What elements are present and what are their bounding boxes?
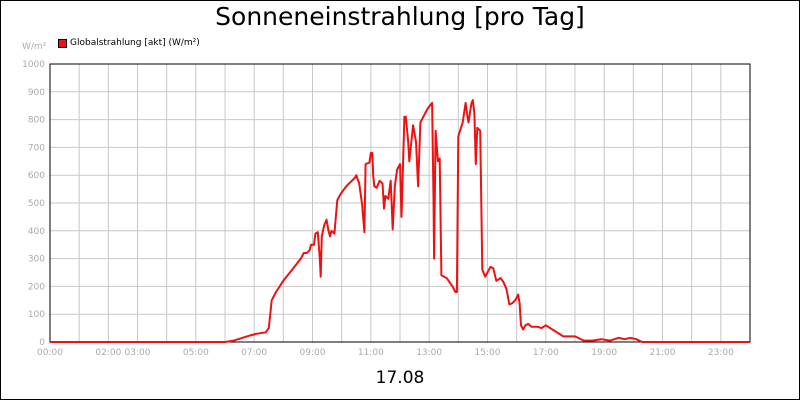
- y-tick-label: 0: [39, 338, 45, 348]
- x-tick-label: 21:00: [650, 348, 676, 358]
- x-tick-label: 13:00: [416, 348, 442, 358]
- x-tick-label: 17:00: [533, 348, 559, 358]
- x-tick-label: 05:00: [183, 348, 209, 358]
- date-label: 17.08: [375, 368, 425, 388]
- chart-title: Sonneneinstrahlung [pro Tag]: [215, 2, 585, 31]
- x-tick-label: 09:00: [300, 348, 326, 358]
- y-unit-label: W/m²: [22, 42, 47, 52]
- x-tick-label: 02:00: [95, 348, 121, 358]
- series-group: [50, 99, 750, 343]
- x-tick-label: 11:00: [358, 348, 384, 358]
- x-tick-label: 03:00: [125, 348, 151, 358]
- y-tick-label: 200: [28, 282, 45, 292]
- series-line-globalstrahlung: [50, 99, 750, 343]
- y-tick-label: 800: [28, 116, 45, 126]
- y-tick-label: 900: [28, 88, 45, 98]
- y-tick-label: 600: [28, 171, 45, 181]
- x-axis: 00:00 02:00 03:00 05:00 07:00 09:00 11:00 13:00…: [37, 348, 734, 358]
- y-tick-label: 300: [28, 255, 45, 265]
- y-tick-label: 400: [28, 227, 45, 237]
- y-tick-label: 700: [28, 143, 45, 153]
- x-tick-label: 15:00: [475, 348, 501, 358]
- legend-label: Globalstrahlung [akt] (W/m²): [70, 38, 200, 48]
- x-tick-label: 07:00: [241, 348, 267, 358]
- plot-border: [49, 63, 751, 343]
- x-tick-label: 19:00: [591, 348, 617, 358]
- y-axis: 0 100 200 300 400 500 600 700 800 900 1000: [22, 60, 45, 348]
- x-tick-label: 00:00: [37, 348, 63, 358]
- legend: Globalstrahlung [akt] (W/m²): [58, 38, 200, 48]
- y-tick-label: 500: [28, 199, 45, 209]
- y-tick-label: 100: [28, 310, 45, 320]
- x-tick-label: 23:00: [708, 348, 734, 358]
- legend-swatch: [58, 38, 67, 48]
- y-tick-label: 1000: [22, 60, 45, 70]
- grid: [50, 64, 750, 342]
